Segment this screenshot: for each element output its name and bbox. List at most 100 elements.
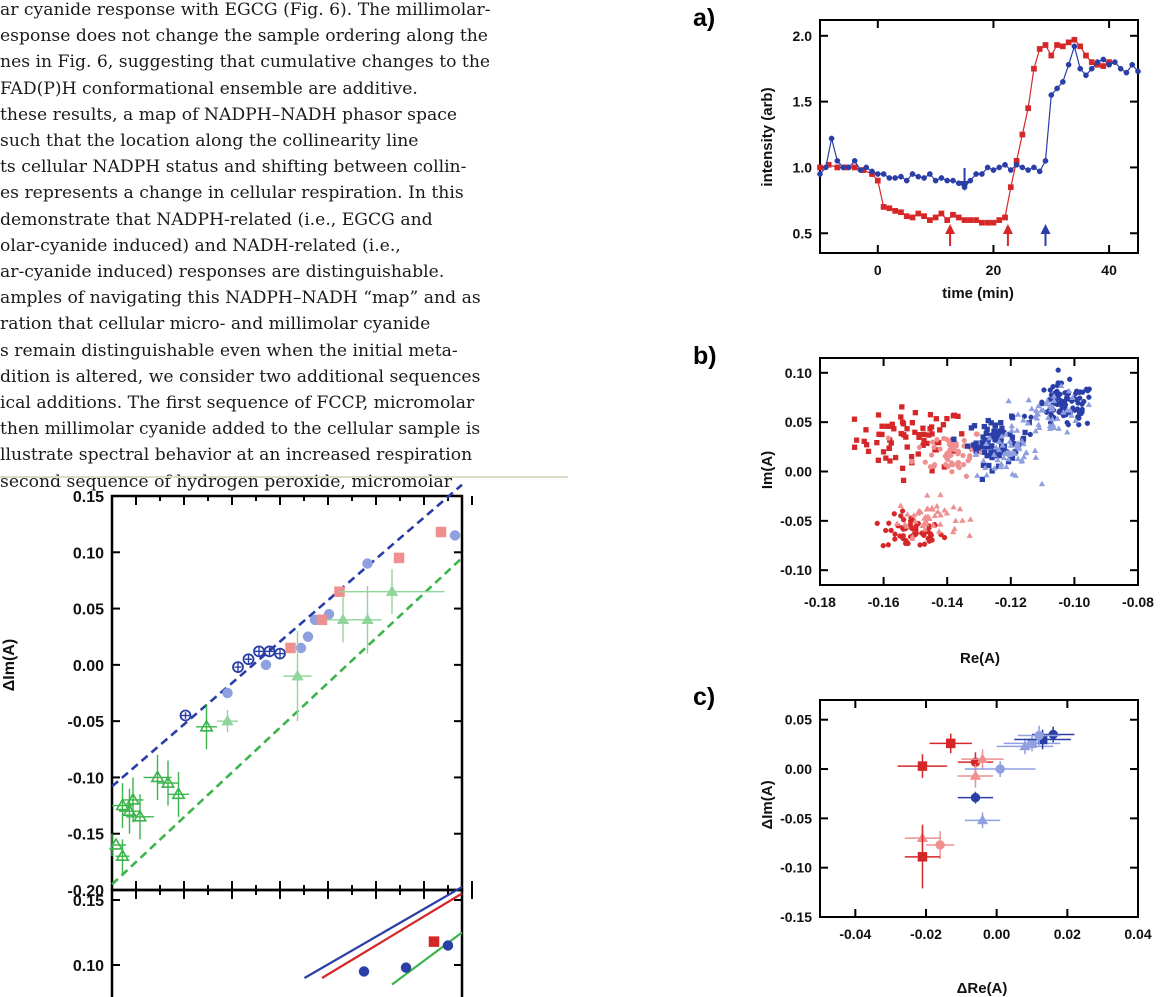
panel-a-data-point [932, 214, 939, 221]
panel-b-data-point [1022, 429, 1028, 436]
panel-b-data-point [851, 416, 858, 422]
panel-b-data-point [928, 452, 935, 458]
panel-b-data-point [917, 542, 923, 548]
bl-bottom-fit-line [321, 892, 463, 979]
bl-top-data-point [362, 558, 373, 569]
panel-b-data-point [875, 457, 881, 463]
panel-b-data-point [1068, 412, 1075, 418]
panel-a-data-point [955, 214, 962, 221]
panel-b-data-point [899, 508, 906, 514]
panel-a-data-point [874, 177, 881, 184]
bl-top-data-point [263, 645, 276, 658]
panel-b-data-point [909, 420, 916, 426]
panel-a-data-point [892, 208, 899, 214]
panel-a-data-point [990, 219, 997, 226]
bl-top-ytick-label: -0.10 [68, 770, 105, 787]
panel-b-data-point [982, 464, 989, 471]
panel-a-data-point [944, 177, 951, 184]
panel-b-data-point [1067, 376, 1073, 382]
panel-b-data-point [967, 453, 973, 459]
panel-a-ylabel: intensity (arb) [759, 87, 776, 186]
panel-a-data-point [1088, 65, 1095, 72]
panel-b-data-point [888, 423, 894, 430]
panel-b-data-point [955, 459, 962, 466]
panel-b-frame [819, 357, 1139, 586]
panel-a-data-point [1025, 105, 1031, 112]
panel-b-data-point [1020, 440, 1027, 447]
panel-b-data-point [874, 520, 880, 527]
panel-b-data-point [1002, 431, 1009, 437]
panel-a-data-point [944, 217, 951, 223]
panel-b-data-point [1020, 453, 1028, 460]
text-line: dition is altered, we consider two addit… [0, 366, 481, 387]
panel-b-data-point [1076, 415, 1082, 421]
panel-c-xlabel: ΔRe(A) [957, 980, 1008, 997]
bl-top-ytick-label: 0.15 [73, 489, 104, 506]
panel-b-data-point [1057, 391, 1063, 397]
panel-a-xtick-label: 20 [986, 262, 1002, 278]
bl-top-ylabel: ΔIm(A) [1, 639, 18, 691]
panel-a-data-point [1083, 72, 1089, 79]
panel-b-data-point [966, 532, 973, 538]
panel-b-data-point [1085, 388, 1091, 394]
panel-b-data-point [1020, 416, 1027, 423]
panel-b-data-point [1024, 419, 1032, 426]
panel-b-data-point [923, 505, 930, 512]
panel-b-xtick-label: -0.12 [995, 594, 1027, 610]
bl-top-data-point [242, 653, 255, 666]
panel-a-data-point [886, 175, 893, 181]
panel-b-data-point [1055, 425, 1062, 431]
panel-b-data-point [1009, 415, 1016, 421]
panel-b-data-point [1012, 472, 1019, 478]
bl-top-data-point [302, 631, 314, 642]
panel-a-data-point [950, 211, 956, 218]
panel-b-data-point [1050, 397, 1058, 404]
panel-b-data-point [921, 525, 928, 532]
panel-b-data-point [875, 412, 882, 418]
text-line: ical additions. The first sequence of FC… [0, 393, 475, 414]
panel-a-data-point [1059, 79, 1066, 85]
panel-b-data-point [967, 516, 974, 522]
panel-b-data-point [983, 440, 990, 446]
panel-b-data-point [1005, 397, 1012, 404]
bl-top-ytick-label: -0.15 [68, 827, 105, 844]
panel-b-data-point [1018, 458, 1025, 464]
panel-b-data-point [921, 541, 928, 547]
panel-b-data-point [937, 511, 944, 518]
panel-a-data-point [1065, 61, 1072, 68]
panel-b-data-point [863, 427, 869, 433]
panel-a-data-point [1019, 164, 1026, 171]
panel-b-data-point [904, 511, 911, 517]
text-line: s remain distinguishable even when the i… [0, 340, 458, 361]
panel-b-data-point [937, 491, 944, 498]
panel-c-data-point [970, 792, 981, 803]
panel-b-data-point [1009, 449, 1016, 455]
text-line: ration that cellular micro- and millimol… [0, 314, 431, 335]
panel-a-data-point [1054, 42, 1060, 48]
panel-b-data-point [970, 442, 977, 448]
bl-top-ytick-label: -0.20 [68, 883, 105, 900]
panel-b-xlabel: Re(A) [960, 650, 1000, 667]
panel-b-ytick-label: 0.00 [785, 464, 812, 480]
bl-top-data-point [115, 797, 130, 811]
panel-b-data-point [1048, 411, 1054, 418]
panel-a-data-point [1007, 184, 1014, 191]
panel-b-data-point [951, 412, 958, 418]
panel-a-data-point [1019, 131, 1026, 138]
panel-b-data-point [1032, 413, 1039, 420]
panel-b-data-point [963, 473, 970, 479]
panel-b-data-point [1050, 384, 1056, 390]
panel-a-data-point [984, 164, 991, 171]
text-line: demonstrate that NADPH-related (i.e., EG… [0, 209, 433, 230]
panel-b-data-point [1014, 411, 1022, 417]
panel-b-data-point [892, 454, 899, 461]
panel-b-data-point [928, 424, 935, 430]
panel-a-data-point [1002, 161, 1008, 168]
panel-b-data-point [1003, 463, 1010, 470]
panel-b-data-point [880, 449, 887, 455]
panel-b-data-point [892, 536, 898, 542]
panel-b-data-point [1076, 422, 1082, 428]
panel-c-xtick-label: 0.04 [1124, 926, 1151, 942]
panel-c-data-point [976, 753, 989, 764]
panel-a-data-point [817, 164, 823, 171]
